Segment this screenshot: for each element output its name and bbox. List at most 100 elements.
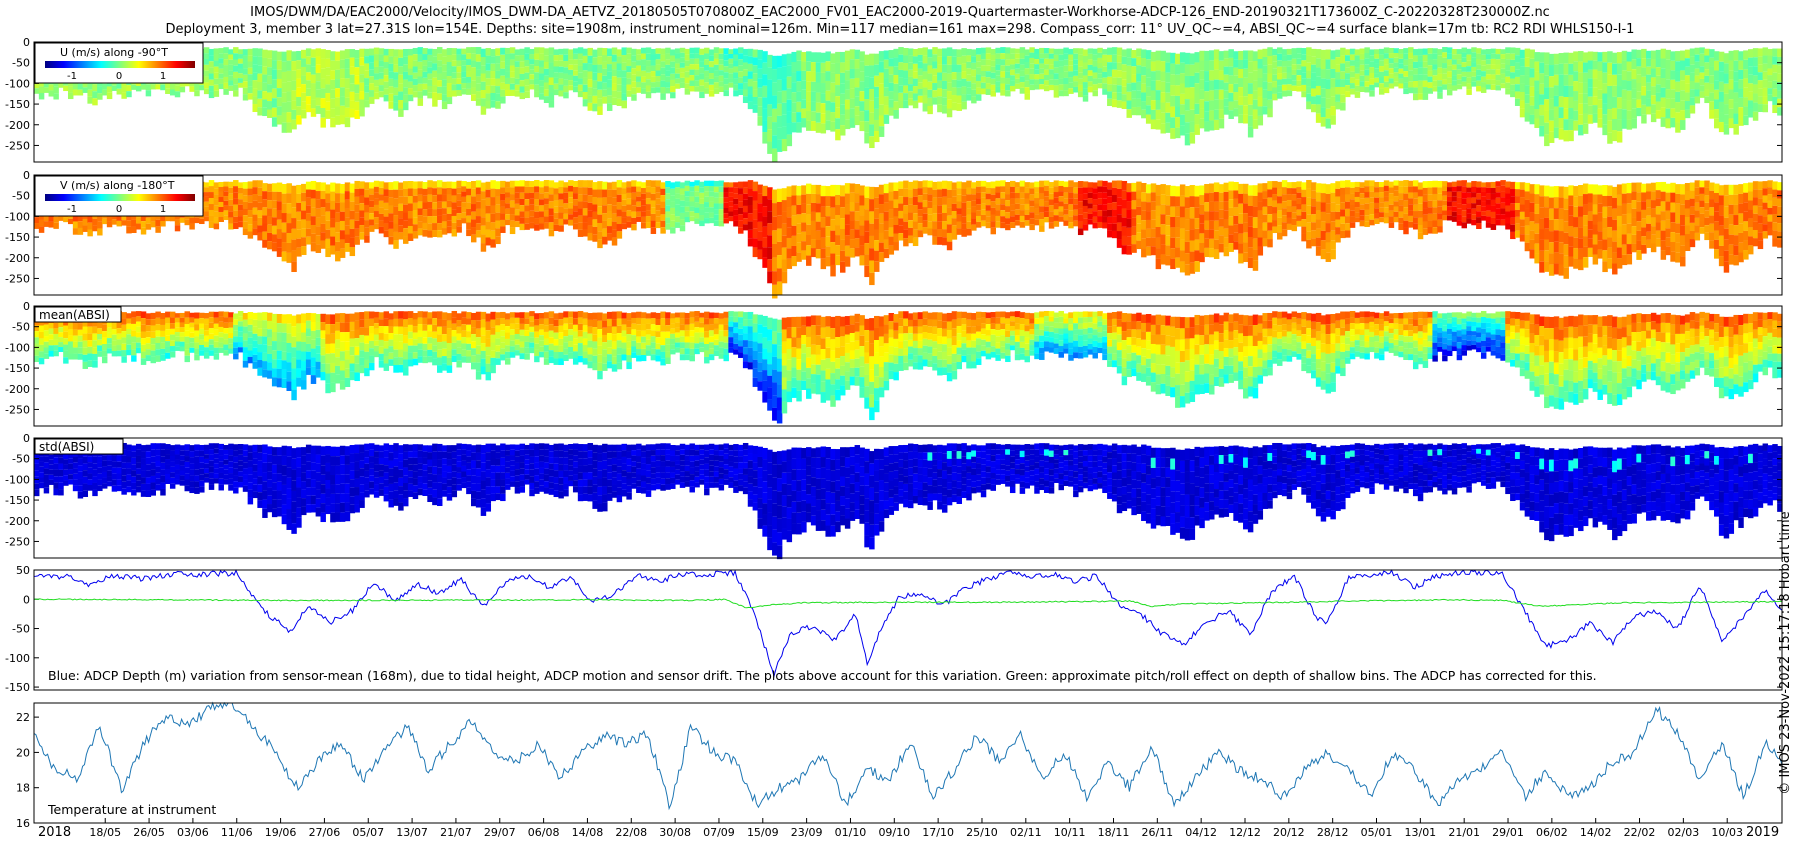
heatmap-cell [597,98,603,107]
heatmap-cell [427,79,433,86]
heatmap-cell [344,78,351,89]
heatmap-cell [1068,65,1074,72]
heatmap-cell [898,77,904,86]
heatmap-cell [1646,90,1652,99]
heatmap-cell [247,80,254,87]
heatmap-cell [286,91,292,102]
heatmap-cell [490,71,496,79]
heatmap-cell [621,77,627,86]
heatmap-cell [403,181,409,189]
heatmap-cell [1009,69,1016,76]
heatmap-cell [941,105,948,114]
heatmap-cell [1014,182,1021,188]
heatmap-cell [82,87,89,93]
heatmap-cell [1495,48,1501,55]
heatmap-cell [1029,224,1035,231]
heatmap-cell [276,201,283,211]
heatmap-cell [228,85,234,91]
heatmap-cell [1699,66,1705,73]
heatmap-cell [1607,74,1613,86]
heatmap-cell [1476,69,1482,76]
heatmap-cell [1286,48,1293,55]
heatmap-cell [849,88,856,99]
heatmap-cell [1000,192,1006,199]
heatmap-cell [1141,182,1147,193]
heatmap-cell [1345,61,1351,68]
heatmap-cell [1204,193,1210,203]
heatmap-cell [509,71,516,78]
heatmap-cell [1262,238,1268,247]
heatmap-cell [1573,61,1579,72]
heatmap-cell [864,209,870,221]
heatmap-cell [820,123,827,134]
heatmap-cell [602,189,608,198]
heatmap-cell [262,57,268,67]
heatmap-cell [267,109,273,118]
heatmap-cell [1359,48,1366,54]
heatmap-cell [772,69,778,83]
heatmap-cell [1684,83,1691,93]
heatmap-cell [500,206,506,214]
heatmap-cell [1199,223,1205,234]
heatmap-cell [1631,49,1637,60]
heatmap-cell [1223,182,1230,192]
heatmap-cell [1311,88,1317,97]
heatmap-cell [1369,67,1375,73]
heatmap-cell [674,193,681,199]
heatmap-cell [466,222,472,230]
heatmap-cell [699,67,705,74]
heatmap-cell [927,97,933,107]
heatmap-cell [383,68,390,76]
heatmap-cell [616,77,623,85]
heatmap-cell [228,70,234,76]
heatmap-cell [534,53,540,60]
heatmap-cell [1126,65,1132,75]
heatmap-cell [203,211,210,217]
heatmap-cell [665,47,671,54]
heatmap-cell [1437,61,1443,68]
heatmap-cell [1723,53,1730,64]
heatmap-cell [1136,56,1142,66]
heatmap-cell [1374,49,1380,55]
heatmap-cell [480,217,487,226]
heatmap-cell [801,194,807,204]
heatmap-cell [1150,61,1157,72]
heatmap-cell [878,94,885,105]
heatmap-cell [1354,55,1361,62]
heatmap-cell [835,215,841,226]
heatmap-cell [689,196,695,202]
heatmap-cell [1752,57,1759,67]
heatmap-cell [218,48,224,54]
heatmap-cell [670,55,676,62]
heatmap-cell [937,80,943,89]
heatmap-cell [471,94,477,101]
heatmap-cell [1723,124,1730,135]
heatmap-cell [441,56,448,65]
heatmap-cell [1111,216,1118,224]
heatmap-cell [451,72,458,79]
heatmap-cell [704,65,710,71]
heatmap-cell [252,72,258,81]
heatmap-cell [291,61,297,71]
heatmap-cell [941,188,948,197]
heatmap-cell [1199,70,1205,80]
heatmap-cell [412,224,419,232]
heatmap-cell [116,83,122,89]
heatmap-cell [538,53,545,61]
heatmap-cell [437,180,443,188]
heatmap-cell [956,49,963,58]
heatmap-cell [1505,59,1511,65]
heatmap-cell [461,186,467,192]
heatmap-cell [1034,214,1040,220]
heatmap-cell [1102,180,1108,187]
heatmap-cell [407,68,414,76]
heatmap-cell [543,89,550,97]
heatmap-cell [1641,58,1647,68]
heatmap-cell [349,228,356,238]
heatmap-cell [937,72,943,81]
heatmap-cell [767,91,773,105]
heatmap-cell [888,99,895,108]
heatmap-cell [466,215,472,223]
heatmap-cell [1655,110,1662,119]
